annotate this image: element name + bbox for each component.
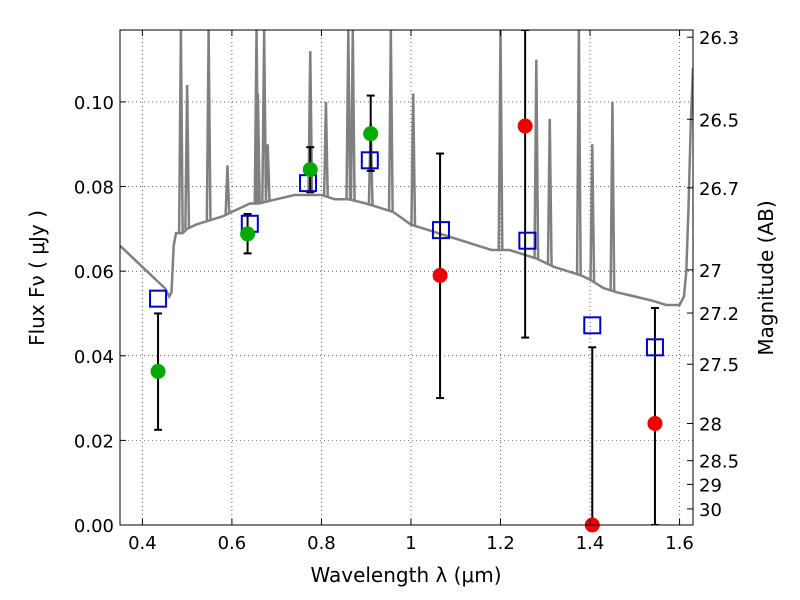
spectrum-emission-line <box>575 30 582 275</box>
spectrum-continuum <box>120 68 693 307</box>
y2-tick-label: 27.2 <box>699 304 739 325</box>
spectrum-emission-line <box>609 101 616 291</box>
data-markers <box>149 118 664 533</box>
model-photometry-square <box>149 289 168 308</box>
y2-tick-label: 29 <box>699 475 722 496</box>
y2-tick-label: 26.7 <box>699 179 739 200</box>
spectrum-emission-line <box>533 59 540 259</box>
plot-area <box>120 30 693 525</box>
observed-point-green <box>240 226 256 242</box>
spectrum-emission-line <box>205 30 212 221</box>
spectrum-emission-line <box>261 30 268 203</box>
x-tick-label: 1 <box>405 533 416 554</box>
spectrum-emission-line <box>497 30 504 251</box>
spectrum-emission-line <box>184 84 191 229</box>
x-axis-ticks: 0.4 0.6 0.8 1 1.2 1.4 1.6 <box>128 30 694 554</box>
model-photometry-square <box>518 231 537 250</box>
spectrum-emission-line <box>177 30 184 234</box>
y2-tick-label: 27 <box>699 261 722 282</box>
x-tick-label: 0.6 <box>218 533 247 554</box>
y2-tick-label: 30 <box>699 500 722 521</box>
y2-tick-label: 28 <box>699 414 722 435</box>
y-tick-label: 0.04 <box>74 347 114 368</box>
spectrum-emission-line <box>254 93 261 204</box>
spectrum-emission-line <box>264 144 271 202</box>
grid-lines <box>120 30 693 526</box>
x-tick-label: 1.2 <box>486 533 515 554</box>
y-tick-label: 0.00 <box>74 516 114 537</box>
y2-tick-label: 26.5 <box>699 110 739 131</box>
spectrum-emission-line <box>410 93 417 226</box>
model-photometry-square <box>431 221 450 240</box>
x-tick-label: 1.4 <box>576 533 605 554</box>
observed-point-red <box>517 118 533 134</box>
spectrum-emission-line <box>349 30 356 201</box>
y2-tick-label: 28.5 <box>699 452 739 473</box>
y2-tick-label: 27.5 <box>699 355 739 376</box>
spectrum-emission-line <box>387 30 394 212</box>
x-tick-label: 0.8 <box>307 533 336 554</box>
spectrum-emission-line <box>224 165 231 215</box>
right-axis-ticks: 26.3 26.5 26.7 27 27.2 27.5 28 28.529 30 <box>687 28 739 521</box>
plot-frame <box>119 29 694 526</box>
x-tick-label: 1.6 <box>665 533 694 554</box>
y2-tick-label: 26.3 <box>699 28 739 49</box>
model-photometry-square <box>583 316 602 335</box>
spectrum-emission-line <box>589 144 596 282</box>
spectrum-emission-line <box>345 30 352 200</box>
y-axis-ticks: 0.00 0.02 0.04 0.06 0.08 0.10 <box>74 93 126 537</box>
spectrum-emission-line <box>322 101 329 197</box>
observed-point-red <box>432 267 448 283</box>
x-tick-label: 0.4 <box>128 533 157 554</box>
model-photometry-square <box>360 151 379 170</box>
y-tick-label: 0.08 <box>74 178 114 199</box>
right-axis-label: Magnitude (AB) <box>754 200 778 355</box>
spectrum-emission-line <box>546 118 553 265</box>
observed-point-red <box>647 415 663 431</box>
model-photometry-square <box>645 338 664 357</box>
y-tick-label: 0.10 <box>74 93 114 114</box>
observed-point-green <box>302 162 318 178</box>
y-axis-label: Flux Fν ( μJy ) <box>25 210 49 346</box>
observed-point-green <box>363 126 379 142</box>
y-tick-label: 0.02 <box>74 431 114 452</box>
y-tick-label: 0.06 <box>74 262 114 283</box>
x-axis-label: Wavelength λ (μm) <box>310 563 501 587</box>
observed-point-green <box>150 363 166 379</box>
